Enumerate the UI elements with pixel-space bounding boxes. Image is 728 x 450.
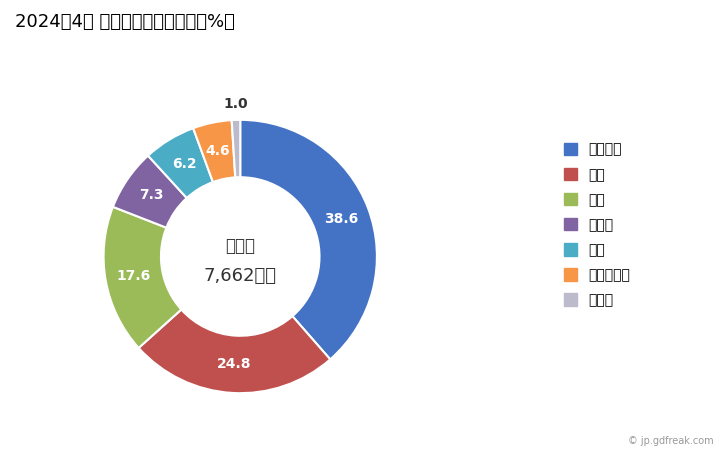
Wedge shape (240, 120, 377, 360)
Text: 24.8: 24.8 (216, 357, 251, 371)
Wedge shape (193, 120, 235, 182)
Text: 6.2: 6.2 (172, 157, 197, 171)
Text: 17.6: 17.6 (117, 269, 151, 283)
Text: 1.0: 1.0 (223, 96, 248, 111)
Text: © jp.gdfreak.com: © jp.gdfreak.com (628, 436, 713, 446)
Text: 7.3: 7.3 (139, 189, 164, 202)
Legend: ベトナム, 米国, 中国, インド, 韓国, フィリピン, その他: ベトナム, 米国, 中国, インド, 韓国, フィリピン, その他 (557, 136, 637, 314)
Text: 2024年4月 輸出相手国のシェア（%）: 2024年4月 輸出相手国のシェア（%） (15, 14, 234, 32)
Wedge shape (103, 207, 181, 348)
Wedge shape (113, 156, 187, 228)
Text: 総　額: 総 額 (225, 237, 256, 255)
Text: 38.6: 38.6 (324, 212, 358, 225)
Wedge shape (138, 310, 331, 393)
Text: 7,662万円: 7,662万円 (204, 267, 277, 285)
Text: 4.6: 4.6 (206, 144, 230, 158)
Wedge shape (148, 128, 213, 198)
Wedge shape (232, 120, 240, 177)
